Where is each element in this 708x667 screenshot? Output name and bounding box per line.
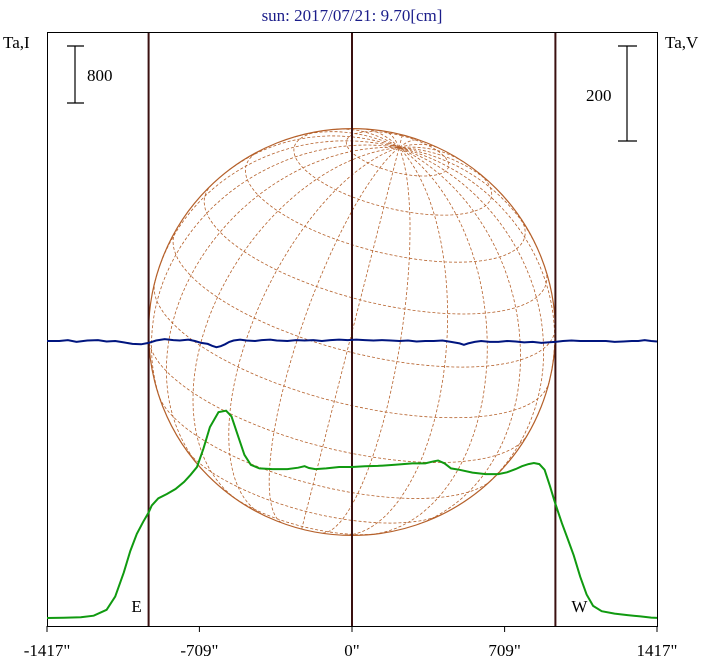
longitude-grid-line xyxy=(398,135,403,148)
latitude-grid-line xyxy=(148,338,528,464)
longitude-grid-line xyxy=(336,128,400,148)
longitude-grid-line xyxy=(374,147,488,535)
longitude-grid-line xyxy=(398,147,555,383)
longitude-grid-line xyxy=(398,143,437,148)
right-scale-label: 200 xyxy=(586,86,612,105)
longitude-grid-line xyxy=(228,147,400,516)
right-axis-label: Ta,V xyxy=(665,33,699,52)
longitude-grid-line xyxy=(398,147,545,489)
left-axis-label: Ta,I xyxy=(3,33,30,52)
longitude-grid-line xyxy=(399,147,496,189)
polarization-series-line xyxy=(47,338,658,349)
latitude-grid-line xyxy=(172,232,556,368)
longitude-grid-line xyxy=(151,144,400,407)
longitude-grid-line xyxy=(229,135,400,171)
longitude-grid-line xyxy=(154,140,400,282)
longitude-grid-line xyxy=(399,146,464,162)
longitude-grid-line xyxy=(165,146,400,471)
chart-title: sun: 2017/07/21: 9.70[cm] xyxy=(262,6,443,25)
x-tick-label: 709" xyxy=(488,641,520,660)
longitude-grid-line xyxy=(399,147,538,249)
latitude-grid-line xyxy=(244,150,526,263)
intensity-series-line xyxy=(46,409,658,619)
solar-disk-grid xyxy=(147,127,557,537)
longitude-grid-line xyxy=(294,131,400,148)
east-limb-label: E xyxy=(131,597,141,616)
x-tick-label: 1417" xyxy=(637,641,678,660)
longitude-grid-line xyxy=(268,147,400,523)
x-tick-label: -1417" xyxy=(24,641,71,660)
longitude-grid-line xyxy=(366,128,400,148)
west-limb-label: W xyxy=(571,597,588,616)
longitude-grid-line xyxy=(322,147,411,534)
x-tick-label: 0" xyxy=(344,641,359,660)
x-tick-label: -709" xyxy=(180,641,218,660)
longitude-grid-line xyxy=(342,147,449,536)
left-scale-bar: 800 xyxy=(67,45,113,104)
x-axis-ticks: -1417" -709" 0" 709" 1417" xyxy=(24,626,678,660)
latitude-grid-line xyxy=(159,397,490,499)
longitude-grid-line xyxy=(398,147,521,525)
limb-and-center-lines xyxy=(147,33,557,626)
latitude-grid-line xyxy=(231,495,379,535)
left-scale-label: 800 xyxy=(87,66,113,85)
latitude-grid-line xyxy=(185,449,442,524)
longitude-grid-line xyxy=(301,147,400,530)
right-scale-bar: 200 xyxy=(586,45,637,142)
latitude-grid-line xyxy=(203,184,548,315)
longitude-grid-line xyxy=(192,147,400,499)
